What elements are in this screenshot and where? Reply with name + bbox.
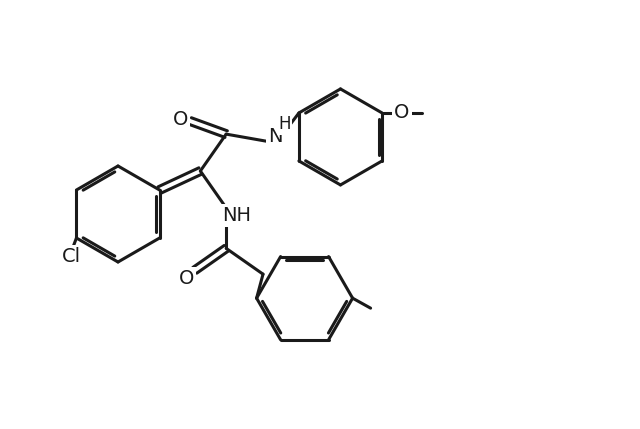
Text: N: N: [268, 127, 283, 146]
Text: O: O: [394, 103, 410, 122]
Text: H: H: [278, 115, 291, 133]
Text: O: O: [173, 109, 188, 129]
Text: Cl: Cl: [62, 247, 81, 266]
Text: NH: NH: [221, 206, 251, 225]
Text: O: O: [179, 269, 195, 288]
